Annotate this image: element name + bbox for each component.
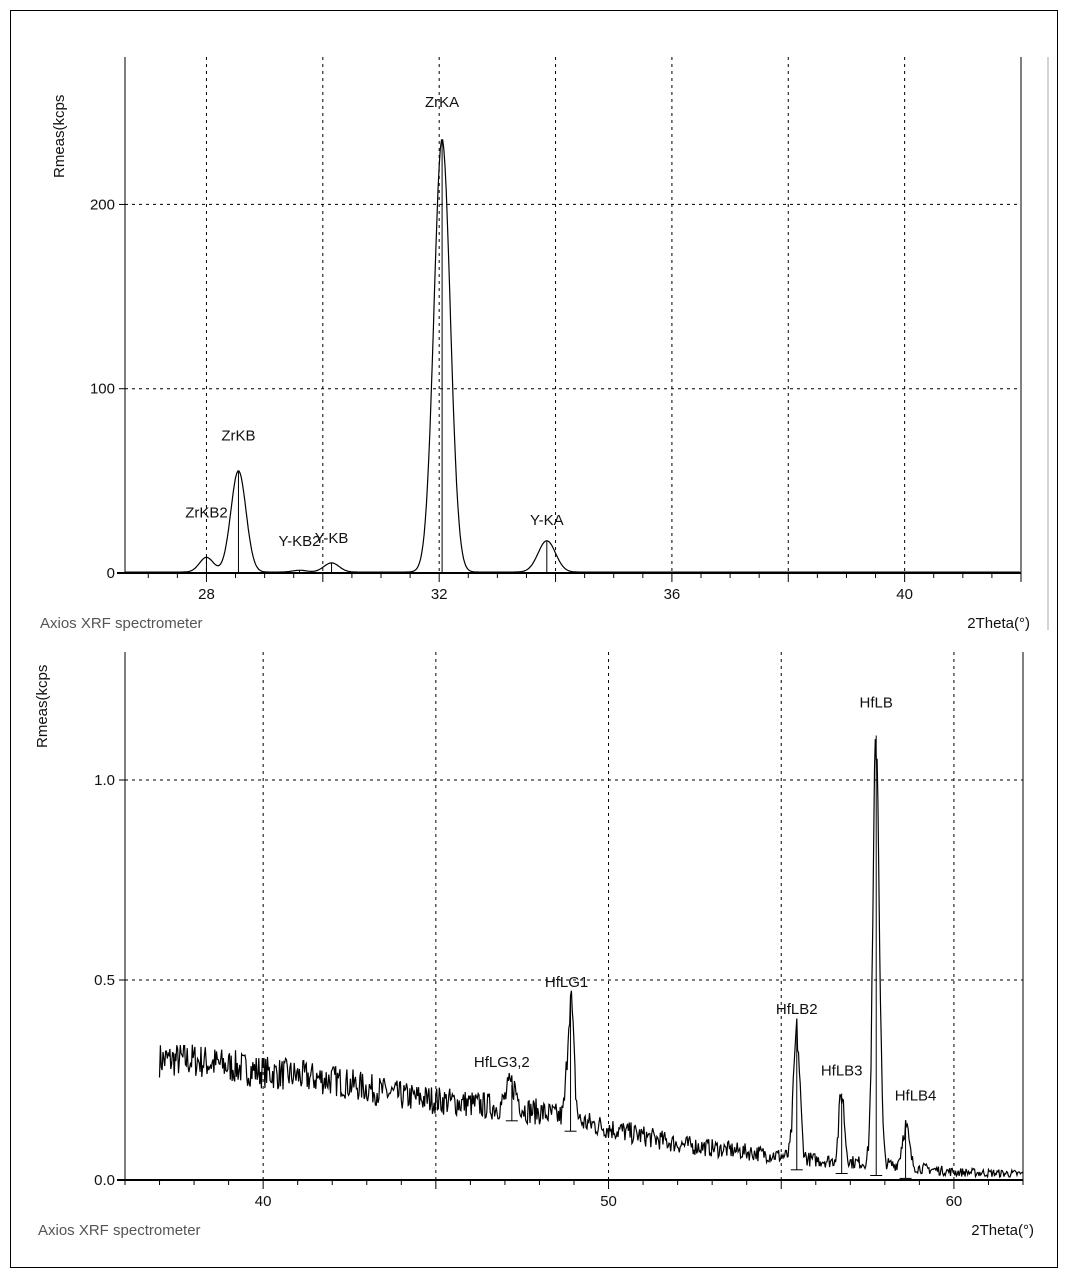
peak-label: HfLB4	[895, 1087, 937, 1104]
x-tick-label: 32	[431, 586, 448, 603]
x-tick-label: 50	[600, 1193, 617, 1210]
outer-frame	[10, 10, 1058, 1268]
spectrum-line	[158, 738, 1024, 1179]
peak-label: Y-KB2	[279, 533, 321, 550]
peak-label: ZrKA	[425, 94, 459, 111]
y-tick-label: 0	[107, 565, 115, 582]
chart-bottom: Rmeas(kcps Axios XRF spectrometer 2Theta…	[34, 652, 1034, 1239]
y-tick-label: 1.0	[94, 772, 115, 789]
x-tick-label: 60	[946, 1193, 963, 1210]
y-tick-label: 100	[90, 381, 115, 398]
x-axis-label: 2Theta(°)	[967, 615, 1030, 632]
peak-label: Y-KA	[530, 512, 564, 529]
peak-label: HfLB	[860, 695, 893, 712]
peak-label: Y-KB	[315, 530, 349, 547]
instrument-footer: Axios XRF spectrometer	[40, 615, 203, 632]
chart-top: Rmeas(kcps Axios XRF spectrometer 2Theta…	[40, 57, 1030, 632]
spectrum-line	[125, 139, 1020, 573]
x-tick-label: 28	[198, 586, 215, 603]
instrument-footer: Axios XRF spectrometer	[38, 1222, 201, 1239]
y-axis-label: Rmeas(kcps	[34, 665, 51, 748]
x-tick-label: 40	[255, 1193, 272, 1210]
y-tick-label: 0.0	[94, 1172, 115, 1189]
peak-label: ZrKB	[221, 428, 255, 445]
peak-label: ZrKB2	[185, 504, 228, 521]
x-tick-label: 40	[896, 586, 913, 603]
peak-label: HfLB3	[821, 1063, 863, 1080]
x-axis-label: 2Theta(°)	[971, 1222, 1034, 1239]
x-tick-label: 36	[664, 586, 681, 603]
peak-label: HfLG3,2	[474, 1054, 530, 1071]
y-tick-label: 0.5	[94, 972, 115, 989]
peak-label: HfLG1	[545, 974, 588, 991]
peak-label: HfLB2	[776, 1001, 818, 1018]
y-tick-label: 200	[90, 196, 115, 213]
y-axis-label: Rmeas(kcps	[51, 95, 68, 178]
